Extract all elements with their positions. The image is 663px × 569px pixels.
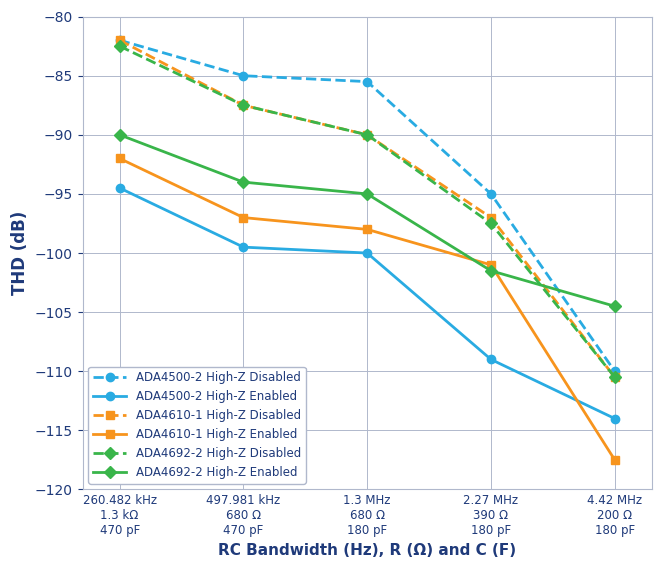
ADA4692-2 High-Z Disabled	[239, 102, 247, 109]
ADA4610-1 High-Z Enabled	[239, 214, 247, 221]
ADA4500-2 High-Z Disabled	[115, 37, 123, 44]
ADA4692-2 High-Z Enabled	[487, 267, 495, 274]
ADA4500-2 High-Z Disabled	[363, 78, 371, 85]
ADA4692-2 High-Z Enabled	[363, 191, 371, 197]
Y-axis label: THD (dB): THD (dB)	[11, 211, 29, 295]
ADA4692-2 High-Z Enabled	[239, 179, 247, 185]
Line: ADA4500-2 High-Z Enabled: ADA4500-2 High-Z Enabled	[115, 184, 619, 423]
ADA4692-2 High-Z Disabled	[487, 220, 495, 227]
ADA4692-2 High-Z Enabled	[611, 303, 619, 310]
Line: ADA4610-1 High-Z Disabled: ADA4610-1 High-Z Disabled	[115, 36, 619, 381]
ADA4500-2 High-Z Enabled	[487, 356, 495, 363]
Line: ADA4500-2 High-Z Disabled: ADA4500-2 High-Z Disabled	[115, 36, 619, 376]
ADA4500-2 High-Z Enabled	[239, 244, 247, 250]
ADA4610-1 High-Z Disabled	[487, 214, 495, 221]
ADA4500-2 High-Z Enabled	[363, 250, 371, 257]
Line: ADA4692-2 High-Z Enabled: ADA4692-2 High-Z Enabled	[115, 131, 619, 311]
ADA4610-1 High-Z Disabled	[239, 102, 247, 109]
ADA4610-1 High-Z Disabled	[115, 37, 123, 44]
ADA4692-2 High-Z Disabled	[363, 131, 371, 138]
ADA4610-1 High-Z Enabled	[487, 261, 495, 268]
ADA4692-2 High-Z Disabled	[115, 43, 123, 50]
ADA4500-2 High-Z Disabled	[611, 368, 619, 374]
ADA4610-1 High-Z Enabled	[611, 456, 619, 463]
ADA4500-2 High-Z Enabled	[115, 184, 123, 191]
ADA4500-2 High-Z Disabled	[487, 191, 495, 197]
Line: ADA4692-2 High-Z Disabled: ADA4692-2 High-Z Disabled	[115, 42, 619, 381]
ADA4610-1 High-Z Disabled	[363, 131, 371, 138]
ADA4610-1 High-Z Enabled	[363, 226, 371, 233]
ADA4500-2 High-Z Disabled	[239, 72, 247, 79]
ADA4692-2 High-Z Disabled	[611, 374, 619, 381]
ADA4500-2 High-Z Enabled	[611, 415, 619, 422]
ADA4610-1 High-Z Enabled	[115, 155, 123, 162]
ADA4610-1 High-Z Disabled	[611, 374, 619, 381]
X-axis label: RC Bandwidth (Hz), R (Ω) and C (F): RC Bandwidth (Hz), R (Ω) and C (F)	[218, 543, 516, 558]
ADA4692-2 High-Z Enabled	[115, 131, 123, 138]
Legend: ADA4500-2 High-Z Disabled, ADA4500-2 High-Z Enabled, ADA4610-1 High-Z Disabled, : ADA4500-2 High-Z Disabled, ADA4500-2 Hig…	[88, 366, 306, 484]
Line: ADA4610-1 High-Z Enabled: ADA4610-1 High-Z Enabled	[115, 154, 619, 464]
